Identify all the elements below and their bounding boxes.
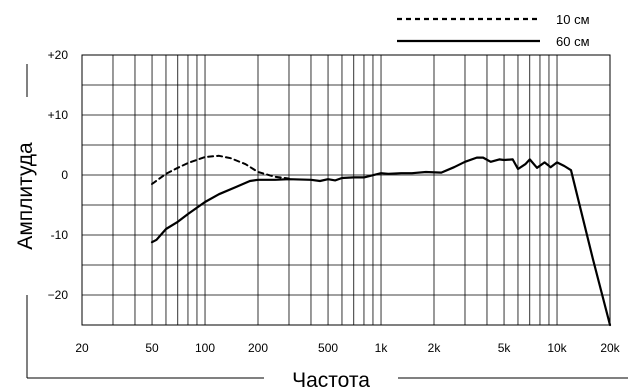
x-tick-label: 20k <box>600 341 620 355</box>
legend-label: 60 см <box>556 34 590 49</box>
tick-labels: 20 50 100 200 500 1k 2k 5k 10k 20k +20 +10 0 -10 −20 <box>48 48 621 355</box>
series-line-dashed <box>151 154 290 185</box>
y-tick-label: +20 <box>48 48 69 62</box>
grid <box>81 54 611 326</box>
x-tick-label: 200 <box>248 341 268 355</box>
y-tick-label: 0 <box>61 168 68 182</box>
legend: 10 см 60 см <box>397 12 590 49</box>
x-tick-label: 50 <box>145 341 159 355</box>
x-tick-label: 1k <box>375 341 389 355</box>
x-tick-label: 20 <box>75 341 89 355</box>
series-line-solid <box>150 156 612 327</box>
x-tick-label: 2k <box>428 341 442 355</box>
y-tick-label: +10 <box>48 108 69 122</box>
series-group <box>150 154 612 327</box>
axis-frame-lines <box>26 64 628 379</box>
legend-label: 10 см <box>556 12 590 27</box>
x-tick-label: 500 <box>318 341 338 355</box>
x-tick-label: 100 <box>195 341 215 355</box>
y-tick-label: −20 <box>48 288 69 302</box>
x-axis-title: Частота <box>292 369 370 390</box>
y-tick-label: -10 <box>51 228 69 242</box>
y-axis-title: Амплитуда <box>14 142 37 250</box>
x-tick-label: 5k <box>498 341 512 355</box>
x-tick-label: 10k <box>547 341 567 355</box>
plot-border <box>81 54 611 326</box>
